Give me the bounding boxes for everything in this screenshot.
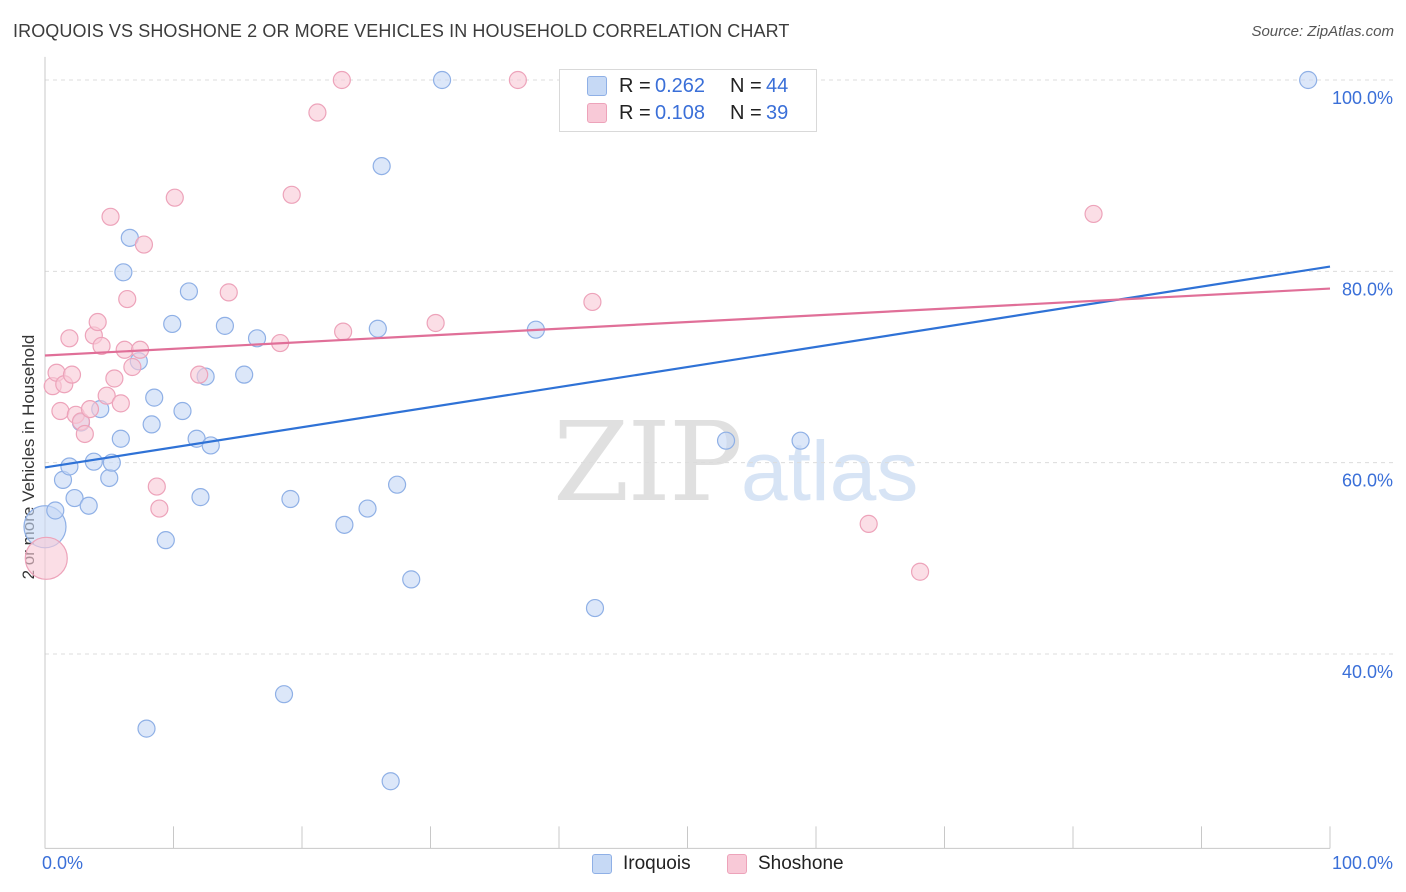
legend-r-label: R = <box>619 101 651 124</box>
iroquois-point-20 <box>173 401 192 421</box>
shoshone-point-34 <box>508 70 527 90</box>
shoshone-point-19 <box>118 289 137 309</box>
bottom-legend-swatch-iroquois <box>592 854 612 874</box>
iroquois-trend-line <box>44 265 1331 469</box>
shoshone-point-38 <box>1084 204 1103 224</box>
shoshone-point-23 <box>147 477 166 496</box>
legend: R = 0.262 N = 44 R = 0.108 N = 39 <box>559 69 817 132</box>
iroquois-point-4 <box>65 488 84 508</box>
shoshone-point-5 <box>60 329 79 348</box>
shoshone-point-15 <box>101 207 120 226</box>
y-tick-label-40: 40.0% <box>1342 662 1393 682</box>
shoshone-point-0 <box>24 536 68 580</box>
shoshone-point-29 <box>282 185 301 204</box>
shoshone-point-26 <box>190 365 209 384</box>
legend-n-value-iroquois: 44 <box>766 74 789 97</box>
shoshone-point-13 <box>92 336 111 356</box>
shoshone-point-35 <box>583 292 602 312</box>
y-tick-label-100: 100.0% <box>1332 88 1393 108</box>
iroquois-point-35 <box>381 772 400 791</box>
iroquois-point-36 <box>387 475 407 494</box>
y-tick-label-60: 60.0% <box>1342 471 1393 491</box>
tick-labels: 40.0% 60.0% 80.0% 100.0% 0.0% 100.0% <box>42 88 1393 873</box>
iroquois-point-30 <box>281 489 300 509</box>
iroquois-point-27 <box>235 365 254 384</box>
shoshone-point-33 <box>426 313 445 333</box>
iroquois-point-42 <box>791 431 810 450</box>
iroquois-point-17 <box>145 388 164 407</box>
bottom-legend-label-iroquois: Iroquois <box>623 853 691 874</box>
iroquois-point-15 <box>137 719 156 738</box>
iroquois-point-9 <box>100 468 119 488</box>
iroquois-point-11 <box>111 429 130 448</box>
shoshone-point-25 <box>165 188 184 207</box>
trend-lines <box>44 265 1331 469</box>
legend-n-label: N = <box>730 101 762 124</box>
shoshone-point-9 <box>75 424 94 444</box>
iroquois-point-16 <box>142 415 161 434</box>
iroquois-point-38 <box>432 70 452 90</box>
legend-swatch-iroquois <box>587 76 607 96</box>
iroquois-point-23 <box>191 488 210 507</box>
shoshone-point-20 <box>123 357 142 377</box>
bottom-legend-swatch-shoshone <box>727 854 747 874</box>
legend-r-value-iroquois: 0.262 <box>655 74 706 97</box>
data-points <box>23 70 1318 791</box>
bottom-legend-shoshone: Shoshone <box>727 852 844 876</box>
iroquois-point-28 <box>247 329 267 348</box>
shoshone-point-18 <box>115 340 134 359</box>
iroquois-point-26 <box>215 316 234 335</box>
legend-r-value-shoshone: 0.108 <box>655 101 706 124</box>
shoshone-point-30 <box>308 103 327 122</box>
watermark-atlas: atlas <box>740 424 919 518</box>
shoshone-point-10 <box>80 399 100 419</box>
shoshone-point-16 <box>105 369 124 388</box>
iroquois-point-29 <box>274 685 294 704</box>
shoshone-point-27 <box>219 283 238 302</box>
iroquois-point-41 <box>716 431 736 450</box>
legend-swatch-shoshone <box>587 103 607 123</box>
shoshone-point-32 <box>334 322 353 341</box>
watermark: ZIPatlas <box>553 398 918 526</box>
shoshone-point-31 <box>332 70 351 90</box>
iroquois-point-34 <box>372 157 391 176</box>
iroquois-point-18 <box>156 531 175 550</box>
shoshone-point-22 <box>134 235 154 254</box>
x-tick-label-max: 100.0% <box>1332 853 1393 873</box>
chart-title: IROQUOIS VS SHOSHONE 2 OR MORE VEHICLES … <box>13 21 790 41</box>
iroquois-point-40 <box>585 598 605 618</box>
shoshone-point-17 <box>111 394 130 413</box>
legend-n-label: N = <box>730 74 762 97</box>
iroquois-point-32 <box>358 499 377 518</box>
iroquois-point-21 <box>179 282 199 301</box>
iroquois-point-43 <box>1299 70 1318 90</box>
iroquois-point-1 <box>46 501 65 520</box>
shoshone-trend-line <box>44 287 1331 357</box>
shoshone-point-36 <box>859 514 878 533</box>
shoshone-point-12 <box>88 312 107 332</box>
iroquois-point-33 <box>368 319 387 338</box>
source-credit: Source: ZipAtlas.com <box>1251 23 1394 40</box>
iroquois-point-31 <box>335 515 354 534</box>
shoshone-point-37 <box>910 562 930 581</box>
shoshone-point-6 <box>62 365 82 384</box>
shoshone-point-24 <box>150 499 169 518</box>
legend-n-value-shoshone: 39 <box>766 101 789 124</box>
y-tick-label-80: 80.0% <box>1342 279 1393 299</box>
iroquois-point-37 <box>402 570 421 589</box>
iroquois-point-19 <box>163 314 182 334</box>
legend-r-label: R = <box>619 74 651 97</box>
shoshone-point-14 <box>97 386 116 405</box>
iroquois-point-12 <box>114 263 133 282</box>
x-tick-label-min: 0.0% <box>42 853 83 873</box>
bottom-legend-label-shoshone: Shoshone <box>758 853 844 874</box>
iroquois-point-3 <box>60 457 79 476</box>
shoshone-point-3 <box>51 401 70 421</box>
iroquois-point-6 <box>79 496 98 515</box>
bottom-legend-iroquois: Iroquois <box>592 852 691 876</box>
axes <box>44 56 1331 849</box>
watermark-zip: ZIP <box>553 398 743 526</box>
